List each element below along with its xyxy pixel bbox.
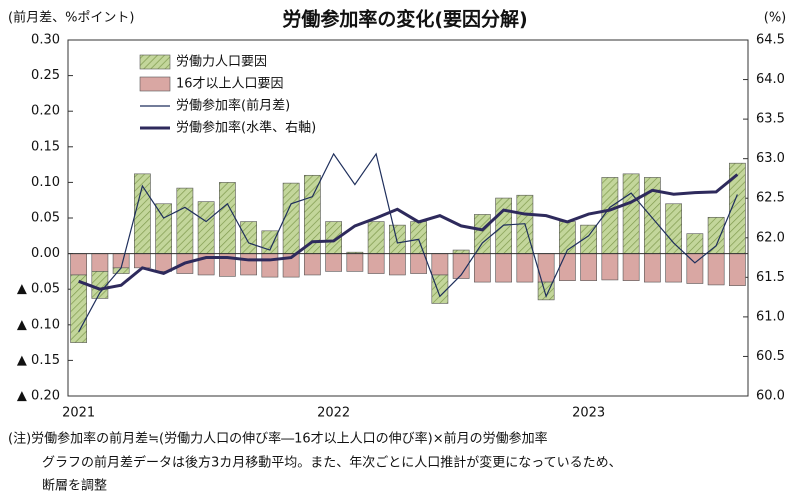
- bar: [728, 253, 746, 286]
- x-tick-label: 2023: [572, 406, 605, 421]
- y-tick-label: 0.25: [31, 68, 60, 83]
- bar: [176, 187, 194, 254]
- bar: [410, 221, 427, 254]
- bar: [601, 253, 619, 281]
- bar: [388, 253, 406, 276]
- bar: [388, 224, 406, 254]
- line-series: [78, 173, 739, 291]
- bar: [558, 253, 576, 281]
- y-axis-label: (前月差、%ポイント): [8, 10, 135, 26]
- bar: [410, 253, 427, 274]
- x-tick-label: 2021: [62, 406, 95, 421]
- bar: [325, 253, 342, 272]
- bar: [580, 253, 597, 281]
- y-tick-label: 0.20: [31, 104, 60, 119]
- bar: [558, 221, 576, 254]
- line-series: [78, 152, 738, 333]
- bar: [686, 233, 704, 254]
- y2-axis-label: (%): [764, 11, 787, 26]
- bar: [282, 182, 300, 254]
- y2-tick-label: 60.5: [756, 349, 785, 364]
- bar: [431, 253, 449, 276]
- y2-tick-label: 64.5: [756, 33, 785, 48]
- bar: [91, 253, 109, 272]
- bar: [495, 253, 512, 283]
- legend-label: 16才以上人口要因: [176, 77, 284, 92]
- chart-title: 労働参加率の変化(要因分解): [282, 8, 527, 31]
- bar: [622, 253, 640, 281]
- y-tick-label: 0.10: [31, 175, 60, 190]
- bar: [473, 214, 491, 254]
- bar: [707, 216, 725, 254]
- bar: [240, 221, 258, 254]
- bar: [516, 253, 534, 283]
- bar: [707, 253, 725, 286]
- legend-label: 労働力人口要因: [176, 55, 267, 70]
- bar: [367, 253, 385, 274]
- y2-tick-label: 61.5: [756, 270, 785, 285]
- bar: [134, 253, 151, 269]
- note: 断層を調整: [42, 479, 107, 494]
- y2-tick-label: 64.0: [756, 72, 785, 87]
- bar: [367, 221, 385, 254]
- note: グラフの前月差データは後方3カ月移動平均。また、年次ごとに人口推計が変更になって…: [42, 455, 622, 471]
- x-tick-label: 2022: [317, 406, 350, 421]
- plot-frame: [67, 39, 749, 397]
- y2-tick-label: 63.5: [756, 112, 785, 127]
- y2-tick-label: 62.0: [756, 230, 785, 245]
- y2-tick-label: 61.0: [756, 309, 785, 324]
- bar: [219, 182, 236, 254]
- y2-tick-label: 62.5: [756, 191, 785, 206]
- bar: [452, 249, 470, 254]
- note: (注)労働参加率の前月差≒(労働力人口の伸び率―16才以上人口の伸び率)×前月の…: [8, 431, 548, 447]
- bar: [665, 203, 682, 254]
- legend-swatch: [139, 54, 171, 70]
- bar: [155, 253, 173, 272]
- bar: [622, 173, 640, 254]
- bar: [665, 253, 682, 283]
- legend-swatch: [139, 76, 171, 92]
- legend-label: 労働参加率(前月差): [176, 98, 290, 114]
- y-tick-label: ▲ 0.15: [17, 353, 60, 368]
- bar: [303, 253, 321, 276]
- y-tick-label: ▲ 0.05: [17, 282, 60, 297]
- y-tick-label: 0.05: [31, 211, 60, 226]
- y-tick-label: 0.00: [31, 246, 60, 261]
- legend-label: 労働参加率(水準、右軸): [176, 120, 316, 136]
- bar: [346, 253, 364, 272]
- y2-tick-label: 60.0: [756, 389, 785, 404]
- bar: [70, 253, 88, 276]
- bar: [240, 253, 258, 276]
- bar: [91, 271, 109, 299]
- bar: [70, 274, 88, 343]
- bar: [431, 274, 449, 304]
- y-tick-label: 0.30: [31, 33, 60, 48]
- bar: [155, 203, 173, 254]
- bar: [261, 253, 279, 278]
- y-tick-label: ▲ 0.20: [17, 389, 60, 404]
- y2-tick-label: 63.0: [756, 151, 785, 166]
- bar: [197, 201, 215, 254]
- y-tick-label: ▲ 0.10: [17, 317, 60, 332]
- bar: [473, 253, 491, 283]
- bar: [643, 253, 661, 283]
- y-tick-label: 0.15: [31, 139, 60, 154]
